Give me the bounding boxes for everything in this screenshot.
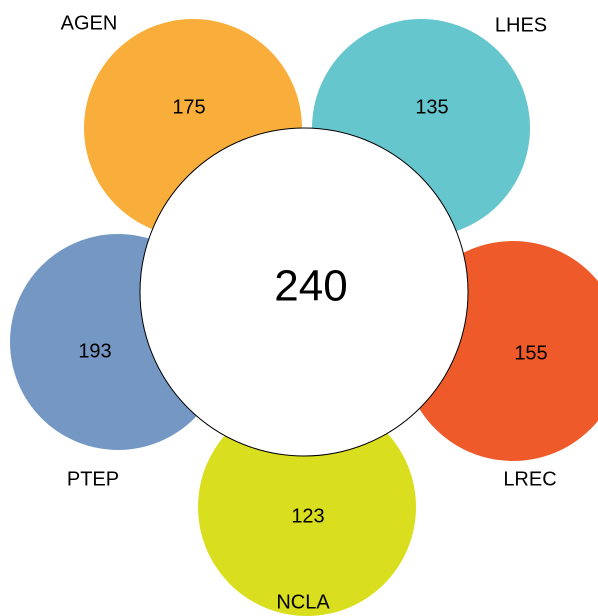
center-count: 240 <box>274 262 347 311</box>
ptep-count: 193 <box>78 340 111 362</box>
lhes-count: 135 <box>415 96 448 118</box>
lrec-count: 155 <box>514 342 547 364</box>
agen-count: 175 <box>172 96 205 118</box>
ptep-label: PTEP <box>67 468 119 490</box>
agen-label: AGEN <box>61 12 118 34</box>
ncla-label: NCLA <box>276 591 330 613</box>
petal-ncla <box>198 398 416 616</box>
lrec-label: LREC <box>503 468 556 490</box>
lhes-label: LHES <box>495 14 547 36</box>
ncla-count: 123 <box>291 505 324 527</box>
center-circle <box>139 127 469 457</box>
